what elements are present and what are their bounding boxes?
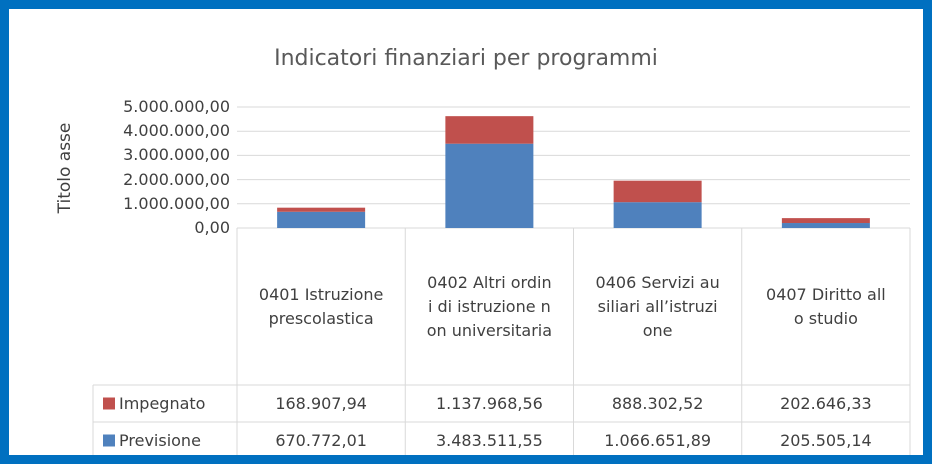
y-tick-label: 4.000.000,00 — [123, 121, 230, 141]
chart-title: Indicatori finanziari per programmi — [274, 46, 658, 71]
y-tick-label: 1.000.000,00 — [123, 193, 230, 213]
category-label: 0406 Servizi ausiliari all’istruzione — [595, 272, 720, 340]
table-value: 202.646,33 — [780, 393, 872, 413]
bar-segment — [613, 202, 702, 228]
bar-segment — [781, 223, 870, 228]
bar-segment — [781, 218, 870, 224]
table-value: 1.137.968,56 — [435, 393, 543, 413]
bar-segment — [445, 116, 534, 144]
table-value: 670.772,01 — [275, 430, 367, 450]
table-value: 205.505,14 — [780, 430, 872, 450]
table-value: 3.483.511,55 — [435, 430, 543, 450]
table-value: 888.302,52 — [611, 393, 704, 413]
table-value: 168.907,94 — [275, 393, 367, 413]
legend-label: Impegnato — [119, 393, 206, 413]
category-label: 0401 Istruzione prescolastica — [258, 284, 384, 328]
category-label: 0402 Altri ordini di istruzione non univ… — [426, 272, 553, 340]
y-tick-label: 0,00 — [194, 218, 230, 237]
y-tick-label: 3.000.000,00 — [123, 145, 230, 165]
y-tick-label: 5.000.000,00 — [123, 97, 230, 116]
bar-segment — [277, 211, 366, 228]
bar-segment — [613, 180, 702, 203]
category-label: 0407 Diritto allo studio — [766, 284, 886, 328]
legend-label: Previsione — [119, 430, 201, 450]
legend-swatch — [103, 397, 115, 410]
y-tick-label: 2.000.000,00 — [123, 169, 230, 189]
bar-segment — [445, 143, 534, 228]
table-value: 1.066.651,89 — [604, 430, 712, 450]
legend-swatch — [103, 434, 115, 447]
bar-segment — [277, 207, 366, 212]
